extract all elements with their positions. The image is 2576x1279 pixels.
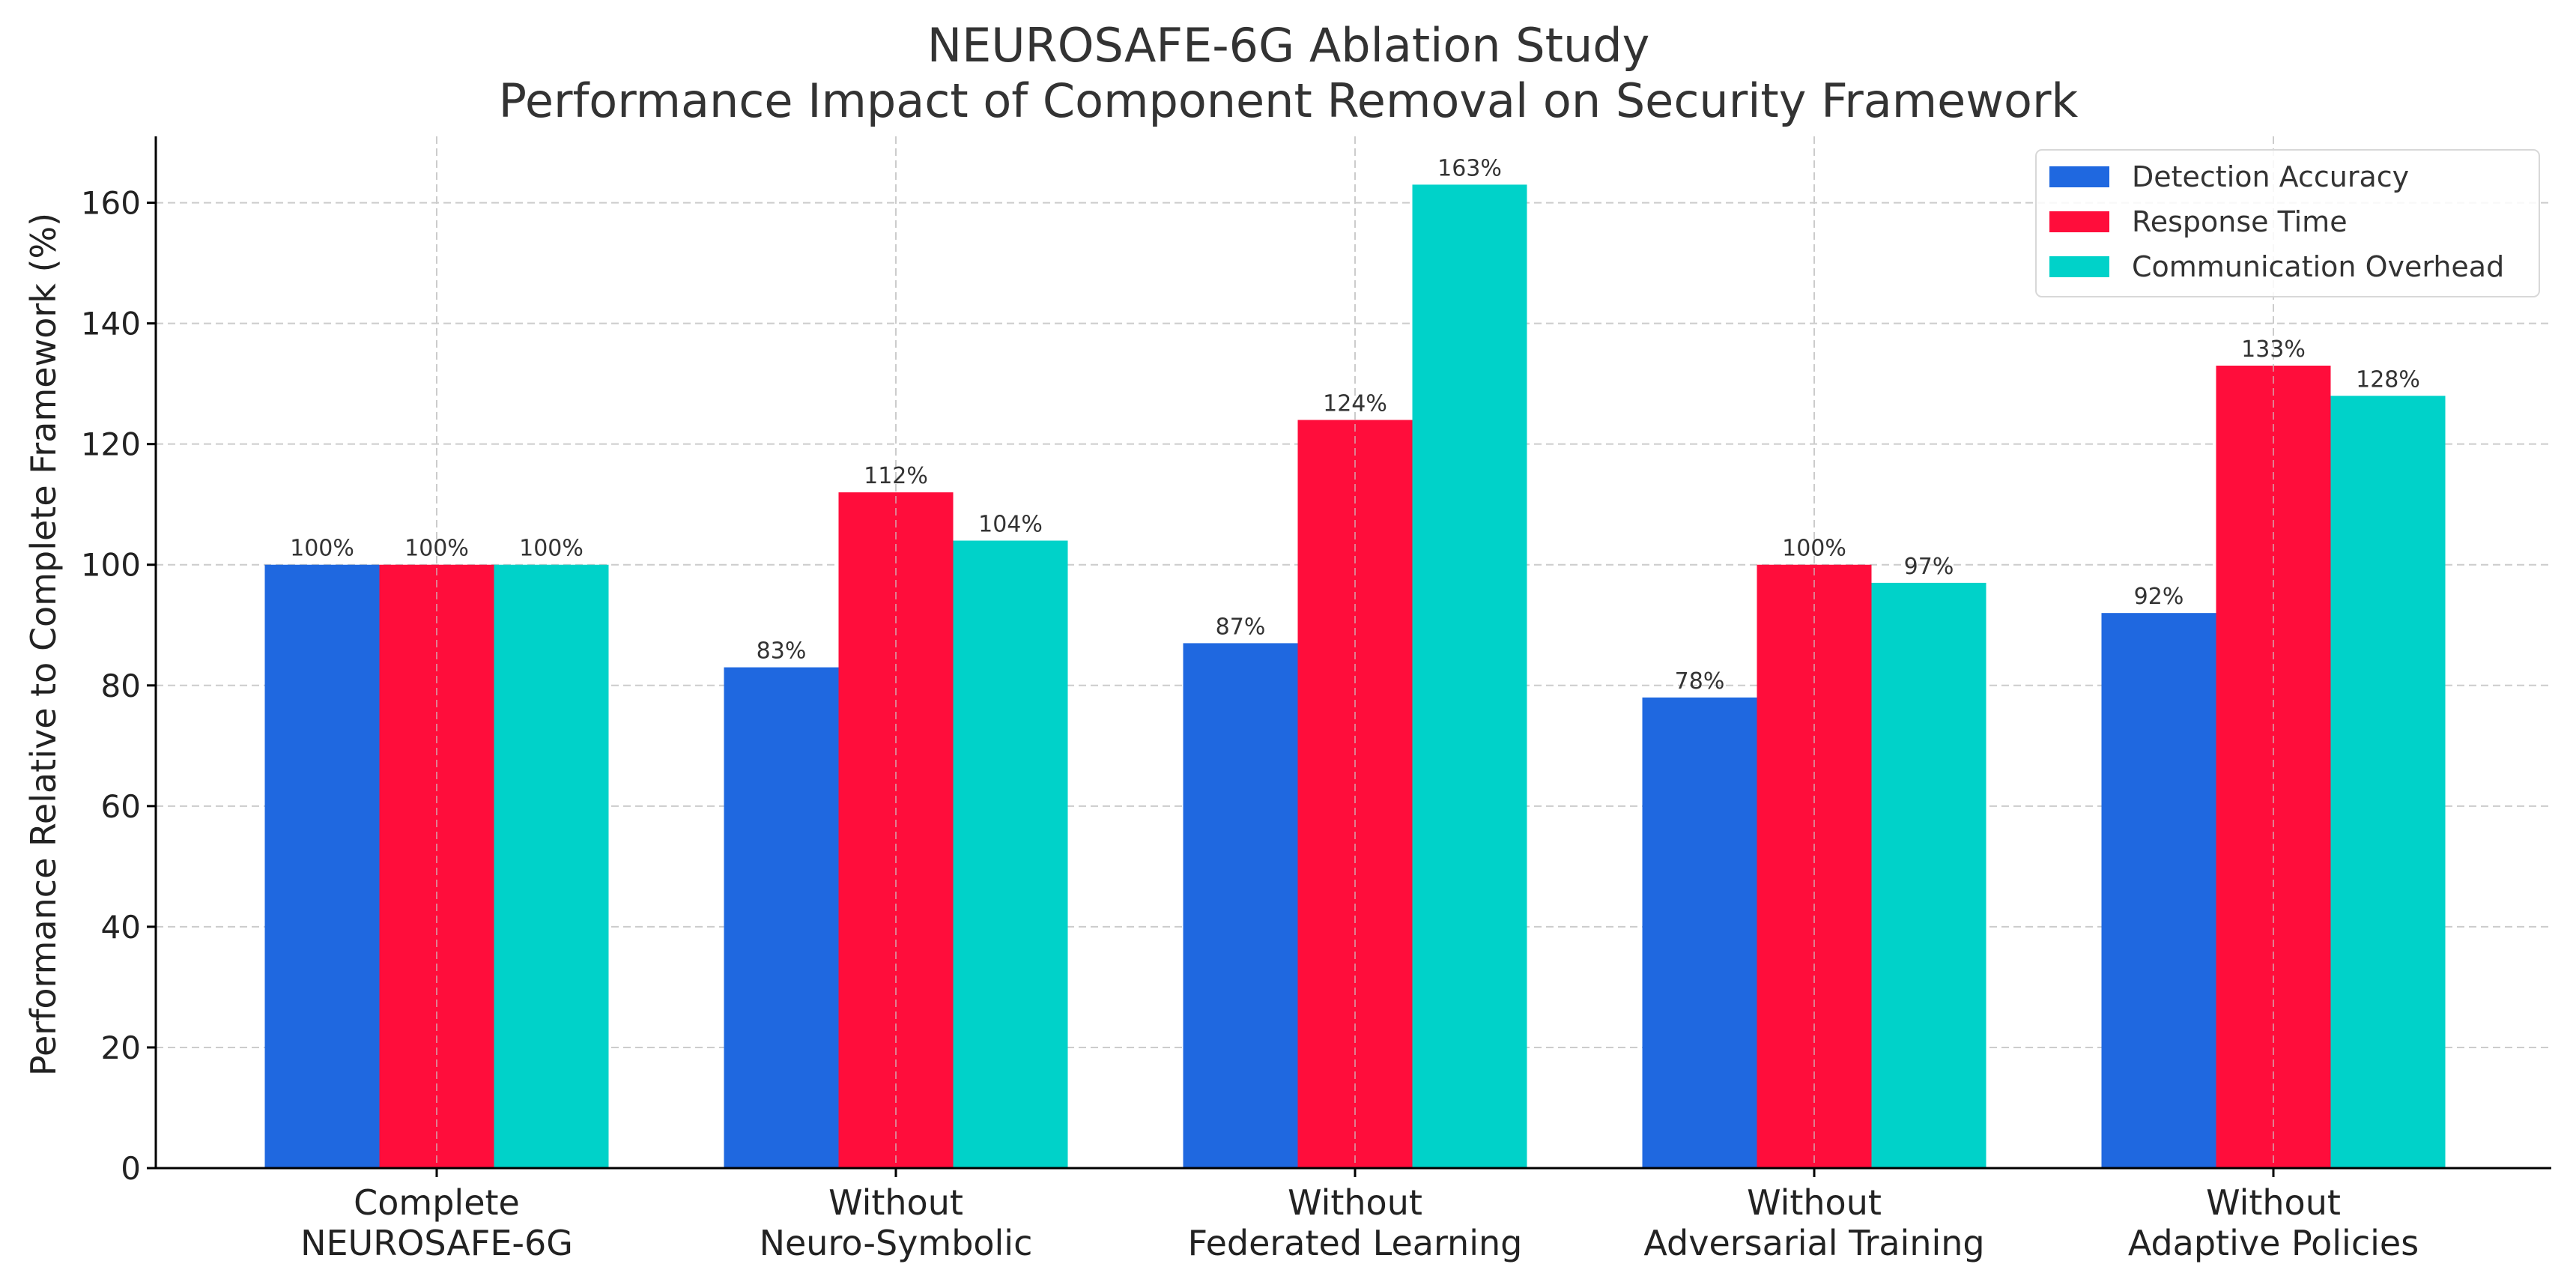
x-tick-label: Federated Learning — [1188, 1223, 1523, 1263]
x-tick-label: Without — [828, 1182, 963, 1223]
legend-label: Communication Overhead — [2132, 250, 2504, 283]
chart-title-line-1: NEUROSAFE-6G Ablation Study — [927, 18, 1650, 73]
bar-communication-overhead — [1412, 184, 1527, 1169]
bars — [264, 136, 2446, 1169]
legend-swatch — [2049, 166, 2109, 187]
x-tick-label: NEUROSAFE-6G — [300, 1223, 573, 1263]
value-label-communication-overhead: 100% — [519, 536, 584, 562]
y-tick-label: 20 — [101, 1029, 141, 1066]
x-tick-label: Without — [1288, 1182, 1422, 1223]
bar-communication-overhead — [1871, 582, 1986, 1168]
legend-frame — [2035, 149, 2540, 297]
value-label-detection-accuracy: 87% — [1216, 614, 1266, 640]
x-tick-label: Without — [1747, 1182, 1882, 1223]
value-label-communication-overhead: 128% — [2356, 366, 2420, 393]
y-tick-label: 80 — [101, 668, 141, 704]
value-label-response-time: 124% — [1323, 390, 1387, 417]
legend-label: Response Time — [2132, 205, 2348, 238]
x-tick-label: Without — [2206, 1182, 2341, 1223]
value-label-response-time: 133% — [2241, 336, 2306, 363]
chart-title: NEUROSAFE-6G Ablation Study Performance … — [499, 18, 2079, 128]
value-label-response-time: 100% — [1782, 536, 1846, 562]
bar-detection-accuracy — [724, 667, 839, 1168]
value-label-detection-accuracy: 78% — [1675, 668, 1725, 695]
value-label-detection-accuracy: 100% — [290, 536, 354, 562]
value-label-response-time: 112% — [864, 463, 928, 489]
x-axis-ticks: CompleteNEUROSAFE-6GWithoutNeuro-Symboli… — [300, 1168, 2419, 1263]
bar-communication-overhead — [494, 564, 609, 1168]
value-label-detection-accuracy: 92% — [2134, 584, 2184, 610]
chart-title-line-2: Performance Impact of Component Removal … — [499, 73, 2079, 128]
bar-communication-overhead — [953, 540, 1068, 1168]
y-tick-label: 120 — [81, 426, 141, 463]
legend-label: Detection Accuracy — [2132, 160, 2409, 193]
legend: Detection Accuracy Response Time Communica… — [2035, 149, 2540, 297]
x-tick-label: Adversarial Training — [1643, 1223, 1984, 1263]
y-tick-label: 160 — [81, 185, 141, 222]
bar-detection-accuracy — [2101, 613, 2216, 1168]
y-tick-label: 140 — [81, 306, 141, 342]
legend-swatch — [2049, 256, 2109, 277]
y-tick-label: 40 — [101, 909, 141, 946]
axes — [154, 136, 2551, 1170]
y-axis-label: Performance Relative to Complete Framewo… — [23, 213, 64, 1076]
bar-detection-accuracy — [1642, 697, 1757, 1168]
y-tick-label: 60 — [101, 788, 141, 825]
bar-communication-overhead — [2330, 396, 2446, 1168]
x-tick-label: Adaptive Policies — [2128, 1223, 2419, 1263]
legend-swatch — [2049, 211, 2109, 232]
value-label-communication-overhead: 97% — [1904, 554, 1954, 580]
y-tick-label: 0 — [121, 1150, 141, 1187]
x-tick-label: Neuro-Symbolic — [760, 1223, 1033, 1263]
y-tick-label: 100 — [81, 547, 141, 584]
bar-detection-accuracy — [264, 564, 380, 1168]
value-label-communication-overhead: 163% — [1437, 155, 1502, 181]
x-tick-label: Complete — [354, 1182, 520, 1223]
value-label-detection-accuracy: 83% — [757, 638, 807, 665]
y-axis-ticks: 0 20 40 60 80 100 120 140 160 — [81, 185, 156, 1187]
value-label-response-time: 100% — [404, 536, 469, 562]
bar-detection-accuracy — [1183, 643, 1298, 1168]
value-labels: 100% 83% 87% 78% 92% 100% 112% 124% 100% 133% 100%… — [290, 155, 2420, 694]
value-label-communication-overhead: 104% — [978, 512, 1043, 538]
